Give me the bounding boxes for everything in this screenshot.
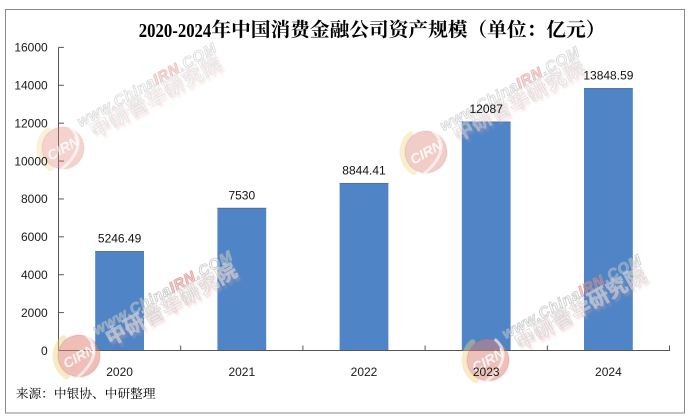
svg-text:5246.49: 5246.49 — [98, 232, 142, 246]
svg-text:2022: 2022 — [351, 365, 378, 379]
svg-text:12000: 12000 — [14, 117, 48, 131]
svg-text:8000: 8000 — [21, 192, 48, 206]
svg-text:12087: 12087 — [470, 102, 504, 116]
svg-text:0: 0 — [41, 344, 48, 358]
svg-text:13848.59: 13848.59 — [583, 69, 633, 83]
svg-text:8844.41: 8844.41 — [342, 164, 386, 178]
svg-text:7530: 7530 — [228, 188, 255, 202]
svg-text:14000: 14000 — [14, 79, 48, 93]
svg-text:16000: 16000 — [14, 41, 48, 55]
svg-text:2020: 2020 — [106, 365, 133, 379]
svg-text:4000: 4000 — [21, 268, 48, 282]
svg-text:2024: 2024 — [595, 365, 622, 379]
svg-text:2000: 2000 — [21, 306, 48, 320]
svg-text:2020-2024: 2020-2024 — [139, 20, 212, 42]
svg-text:10000: 10000 — [14, 154, 48, 168]
svg-text:2021: 2021 — [228, 365, 255, 379]
svg-text:6000: 6000 — [21, 230, 48, 244]
svg-text:2023: 2023 — [473, 365, 500, 379]
